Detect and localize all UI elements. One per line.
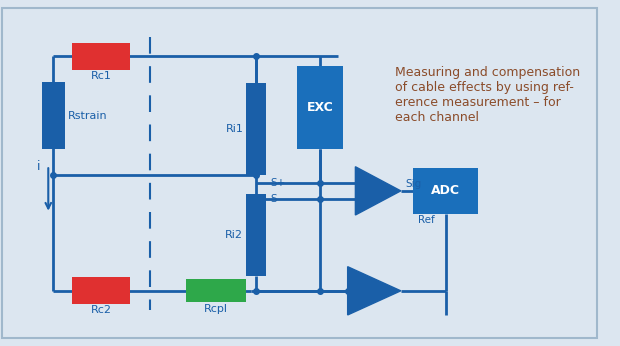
- Text: Ref: Ref: [418, 216, 435, 226]
- FancyBboxPatch shape: [246, 194, 265, 276]
- Text: Rcpl: Rcpl: [205, 304, 228, 314]
- Text: Rc1: Rc1: [91, 71, 112, 81]
- Text: Rstrain: Rstrain: [68, 110, 107, 120]
- Text: Rc2: Rc2: [91, 305, 112, 315]
- Text: S-: S-: [270, 194, 281, 204]
- Text: i: i: [37, 161, 40, 173]
- Text: Ri1: Ri1: [226, 124, 244, 134]
- FancyBboxPatch shape: [42, 82, 64, 149]
- Text: Measuring and compensation
of cable effects by using ref-
erence measurement – f: Measuring and compensation of cable effe…: [395, 66, 580, 124]
- FancyBboxPatch shape: [187, 279, 246, 302]
- FancyBboxPatch shape: [414, 168, 478, 213]
- FancyBboxPatch shape: [246, 83, 265, 175]
- FancyBboxPatch shape: [73, 277, 130, 304]
- Text: S+: S+: [270, 177, 286, 188]
- FancyBboxPatch shape: [73, 43, 130, 70]
- Text: ADC: ADC: [431, 184, 460, 197]
- Text: EXC: EXC: [307, 101, 334, 114]
- Polygon shape: [355, 167, 401, 215]
- Text: Ri2: Ri2: [225, 230, 244, 240]
- FancyBboxPatch shape: [298, 66, 343, 149]
- Polygon shape: [348, 267, 401, 315]
- Text: Sig: Sig: [405, 179, 422, 189]
